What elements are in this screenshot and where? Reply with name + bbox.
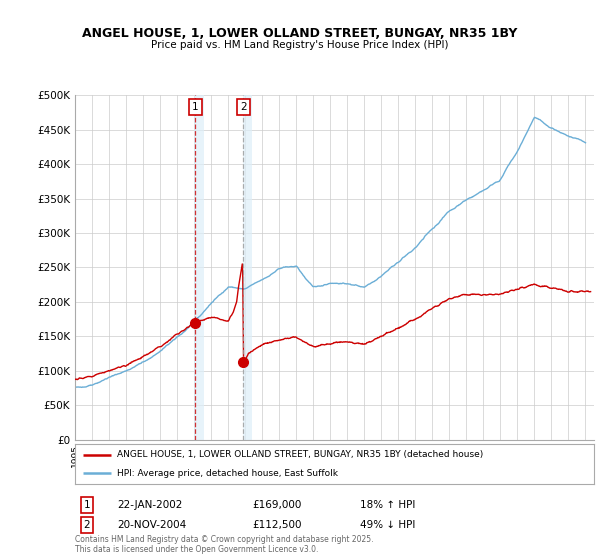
Text: £112,500: £112,500 (252, 520, 302, 530)
Text: ANGEL HOUSE, 1, LOWER OLLAND STREET, BUNGAY, NR35 1BY (detached house): ANGEL HOUSE, 1, LOWER OLLAND STREET, BUN… (116, 450, 483, 459)
Text: Contains HM Land Registry data © Crown copyright and database right 2025.
This d: Contains HM Land Registry data © Crown c… (75, 535, 373, 554)
Text: 18% ↑ HPI: 18% ↑ HPI (360, 500, 415, 510)
Text: ANGEL HOUSE, 1, LOWER OLLAND STREET, BUNGAY, NR35 1BY: ANGEL HOUSE, 1, LOWER OLLAND STREET, BUN… (82, 27, 518, 40)
Text: 22-JAN-2002: 22-JAN-2002 (117, 500, 182, 510)
Bar (194, 95, 203, 440)
Text: 49% ↓ HPI: 49% ↓ HPI (360, 520, 415, 530)
Text: 1: 1 (83, 500, 91, 510)
Text: 2: 2 (240, 102, 247, 112)
Text: 1: 1 (192, 102, 199, 112)
Text: 20-NOV-2004: 20-NOV-2004 (117, 520, 186, 530)
Text: HPI: Average price, detached house, East Suffolk: HPI: Average price, detached house, East… (116, 469, 338, 478)
Text: £169,000: £169,000 (252, 500, 301, 510)
Text: 2: 2 (83, 520, 91, 530)
Text: Price paid vs. HM Land Registry's House Price Index (HPI): Price paid vs. HM Land Registry's House … (151, 40, 449, 50)
Bar (242, 95, 252, 440)
